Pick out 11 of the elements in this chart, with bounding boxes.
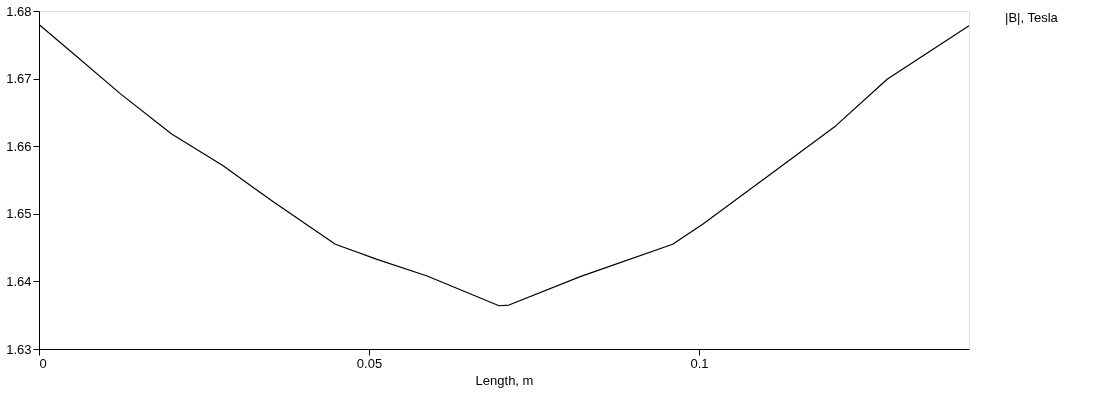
y-tick-label: 1.68 <box>6 3 32 19</box>
x-tick-label: 0.05 <box>356 355 383 371</box>
y-tick-label: 1.63 <box>6 341 32 357</box>
y-tick-label: 1.67 <box>6 71 32 87</box>
text: |B|, Tesla <box>1005 9 1059 25</box>
y-tick-label: 1.65 <box>6 206 32 222</box>
x-tick-label: 0.1 <box>690 355 709 371</box>
x-tick-label: 0 <box>39 355 47 371</box>
y-tick-label: 1.64 <box>6 273 32 289</box>
x-axis-title: Length, m <box>475 372 534 388</box>
y-tick-label: 1.66 <box>6 138 32 154</box>
